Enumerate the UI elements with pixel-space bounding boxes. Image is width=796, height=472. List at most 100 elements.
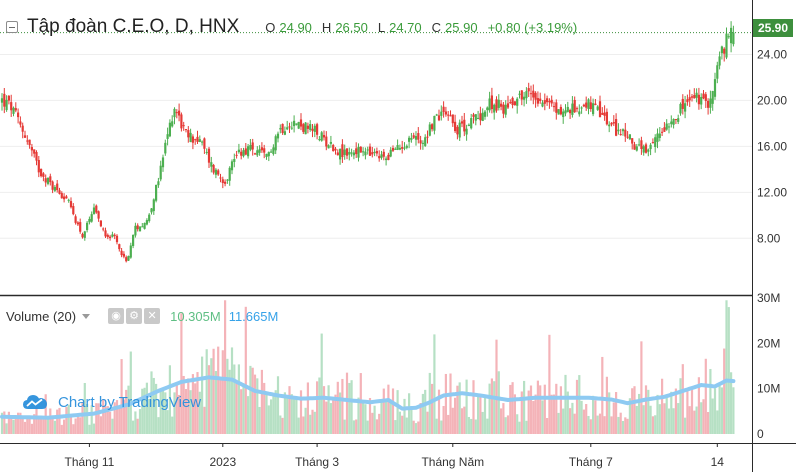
candle-body xyxy=(290,127,293,129)
candle-body xyxy=(700,96,703,105)
candle-body xyxy=(196,136,199,142)
close-icon[interactable]: ✕ xyxy=(144,308,161,324)
open-key: O xyxy=(265,19,276,35)
candles xyxy=(0,21,735,263)
candle-body xyxy=(263,148,266,153)
volume-bar xyxy=(260,369,263,434)
candle-body xyxy=(640,140,643,149)
volume-bar xyxy=(529,385,533,434)
volume-bar xyxy=(76,416,79,434)
volume-bar xyxy=(40,418,43,434)
volume-bar xyxy=(311,409,314,434)
candle-body xyxy=(362,151,365,153)
candle-body xyxy=(242,150,245,157)
candle-body xyxy=(224,181,227,184)
volume-axis[interactable]: 0 10M 20M 30M xyxy=(757,291,780,441)
price-axis[interactable]: 8.00 12.00 16.00 20.00 24.00 xyxy=(757,47,787,245)
candle-body xyxy=(189,132,192,143)
volume-bar xyxy=(95,403,98,434)
candle-body xyxy=(414,136,418,140)
candle-body xyxy=(99,220,102,227)
volume-bar xyxy=(109,411,112,434)
time-tick-label: Tháng 3 xyxy=(295,455,339,469)
volume-bar xyxy=(707,412,710,434)
volume-bar xyxy=(621,420,625,434)
candle-body xyxy=(511,97,514,106)
time-tick-label: Tháng 7 xyxy=(569,455,613,469)
volume-bar xyxy=(382,388,385,434)
volume-bar xyxy=(513,394,516,434)
candle-body xyxy=(644,144,648,153)
candle-body xyxy=(79,222,82,232)
volume-bar xyxy=(341,378,344,434)
candle-body xyxy=(403,147,406,149)
volume-bar xyxy=(313,411,316,434)
collapse-legend-icon[interactable] xyxy=(6,21,18,33)
time-axis[interactable]: Tháng 11 2023 Tháng 3 Tháng Năm Tháng 7 14 xyxy=(64,443,724,469)
volume-bar xyxy=(210,358,213,434)
volume-bar xyxy=(470,418,473,434)
candle-body xyxy=(428,124,431,136)
candle-body xyxy=(543,100,546,104)
candle-body xyxy=(159,165,162,180)
volume-bar xyxy=(695,406,698,434)
candle-body xyxy=(713,79,717,97)
volume-bar xyxy=(603,416,606,434)
volume-bar xyxy=(113,402,116,434)
candle-body xyxy=(313,125,316,132)
symbol-title[interactable]: Tập đoàn C.E.O, D, HNX xyxy=(27,16,240,37)
candle-body xyxy=(184,129,188,131)
candle-body xyxy=(566,106,569,112)
candle-body xyxy=(642,146,645,153)
settings-icon[interactable]: ⚙ xyxy=(126,308,143,324)
chevron-down-icon[interactable] xyxy=(82,313,91,319)
candle-body xyxy=(88,218,91,223)
volume-bar xyxy=(104,406,107,434)
tradingview-watermark[interactable]: Chart by TradingView xyxy=(22,392,201,412)
candle-body xyxy=(175,112,178,114)
candle-body xyxy=(221,179,224,184)
volume-bar xyxy=(276,376,280,434)
candle-body xyxy=(695,92,698,98)
volume-bar xyxy=(106,406,109,434)
candle-body xyxy=(306,125,309,129)
candle-body xyxy=(152,199,155,212)
candle-body xyxy=(247,146,250,157)
volume-bar xyxy=(90,405,93,434)
volume-bar xyxy=(677,403,680,434)
volume-bar xyxy=(562,408,565,434)
candle-body xyxy=(382,151,385,157)
volume-bar xyxy=(502,403,505,434)
candle-body xyxy=(293,120,296,127)
volume-bar xyxy=(99,416,102,434)
candle-body xyxy=(281,123,284,133)
volume-bar xyxy=(410,406,413,434)
volume-bar xyxy=(293,396,296,434)
close-value: 25.90 xyxy=(445,19,478,35)
candle-body xyxy=(104,230,107,237)
candle-body xyxy=(674,119,677,121)
volume-bar xyxy=(460,408,464,434)
volume-bar xyxy=(19,412,22,434)
volume-bar xyxy=(345,372,349,434)
candle-body xyxy=(251,142,254,150)
eye-icon[interactable]: ◉ xyxy=(108,308,125,324)
volume-bar xyxy=(164,392,167,434)
volume-bar xyxy=(465,379,468,434)
volume-bar xyxy=(704,358,707,434)
candle-body xyxy=(679,103,682,114)
volume-bar xyxy=(534,394,537,434)
candle-body xyxy=(598,101,602,118)
volume-bar xyxy=(555,383,558,434)
candle-body xyxy=(451,114,454,124)
volume-bar xyxy=(10,418,13,434)
candle-body xyxy=(226,179,229,181)
volume-bar xyxy=(720,387,723,434)
volume-bar xyxy=(274,390,277,434)
volume-bar xyxy=(516,414,519,434)
volume-indicator-name[interactable]: Volume (20) xyxy=(6,308,77,324)
volume-bar xyxy=(651,416,654,434)
candle-body xyxy=(240,151,243,156)
candle-body xyxy=(90,214,93,222)
